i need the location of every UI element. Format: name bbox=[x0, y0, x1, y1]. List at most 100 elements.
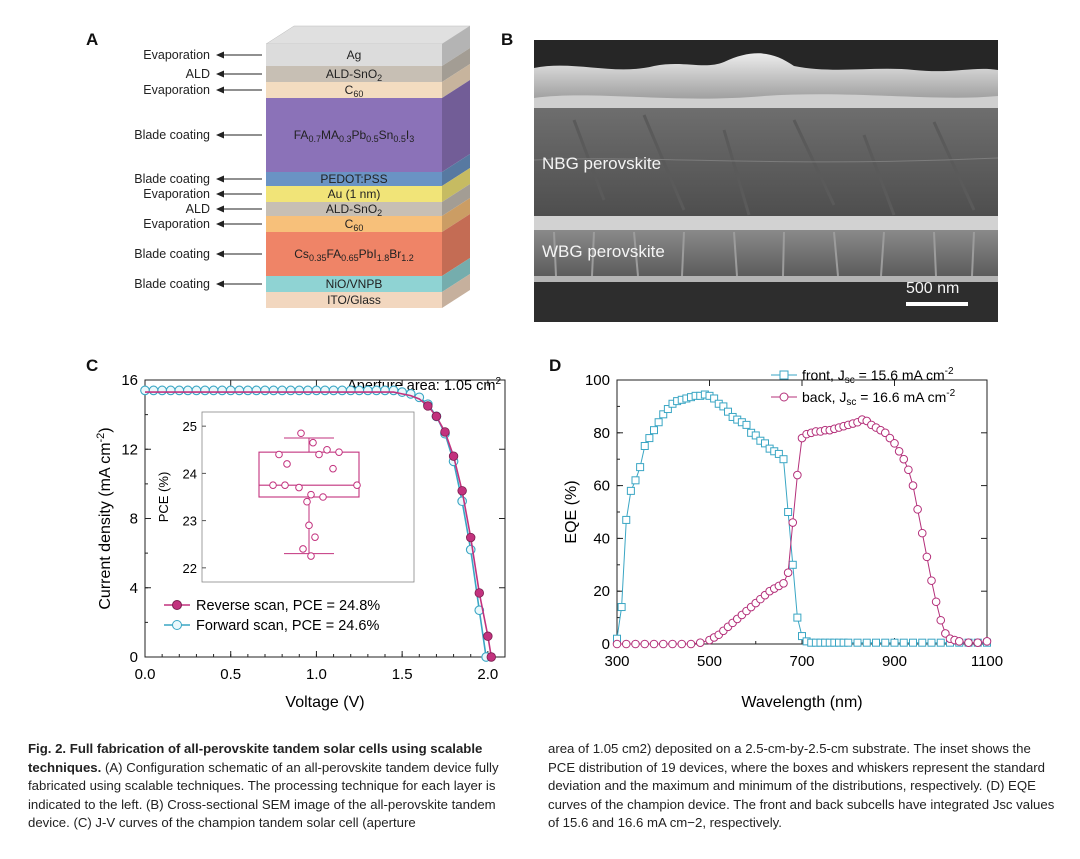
x-tick-label: 300 bbox=[604, 653, 629, 670]
inset-data-point bbox=[305, 521, 313, 530]
front-point bbox=[798, 632, 806, 641]
legend-forward-marker bbox=[172, 620, 182, 630]
back-point bbox=[880, 428, 890, 438]
front-point bbox=[631, 476, 640, 485]
inset-data-point bbox=[329, 464, 337, 473]
plot-frame bbox=[616, 379, 988, 645]
inset-y-label: PCE (%) bbox=[156, 472, 171, 523]
front-point bbox=[862, 638, 871, 647]
forward-scan-point bbox=[260, 385, 270, 396]
stack-layer-side bbox=[442, 80, 470, 172]
front-point bbox=[636, 463, 645, 472]
front-point bbox=[742, 420, 751, 429]
stack-layer-front bbox=[266, 232, 442, 276]
inset-data-point bbox=[323, 445, 331, 454]
stack-layer-label: Ag bbox=[347, 48, 362, 62]
front-point bbox=[774, 449, 783, 458]
process-arrowhead bbox=[216, 51, 224, 59]
back-point bbox=[941, 629, 950, 638]
forward-scan-point bbox=[251, 385, 262, 396]
inset-data-point bbox=[307, 490, 315, 499]
stack-layer-front bbox=[266, 202, 442, 216]
stack-layer-side bbox=[442, 168, 470, 202]
legend-front-marker bbox=[779, 370, 789, 380]
process-label: Blade coating bbox=[134, 128, 210, 142]
reverse-scan-point bbox=[486, 652, 496, 662]
forward-scan-point bbox=[371, 385, 382, 396]
inset-data-point bbox=[275, 450, 283, 459]
legend-back-label: back, Jsc = 16.6 mA cm-2 bbox=[802, 388, 956, 408]
back-point bbox=[931, 597, 941, 607]
back-point bbox=[677, 639, 687, 649]
back-point bbox=[904, 465, 913, 475]
back-point bbox=[917, 528, 927, 538]
back-point bbox=[885, 433, 895, 443]
process-label: Blade coating bbox=[134, 277, 210, 291]
front-point bbox=[872, 638, 880, 647]
back-point bbox=[631, 639, 640, 649]
forward-scan-point bbox=[345, 385, 356, 396]
front-point bbox=[881, 638, 890, 647]
y-tick-label: 100 bbox=[585, 372, 610, 389]
stack-layer-side bbox=[442, 258, 470, 292]
front-point bbox=[751, 431, 760, 440]
front-point bbox=[853, 638, 862, 647]
scale-bar bbox=[906, 302, 968, 306]
front-point bbox=[784, 508, 793, 516]
process-arrowhead bbox=[216, 280, 224, 288]
inset-data-point bbox=[309, 438, 317, 447]
back-point bbox=[927, 576, 936, 585]
front-point bbox=[844, 638, 853, 647]
process-label: Blade coating bbox=[134, 172, 210, 186]
stack-layer-front bbox=[266, 216, 442, 232]
panel-label-a: A bbox=[86, 30, 99, 49]
wbg-label: WBG perovskite bbox=[542, 242, 665, 261]
stack-layer-side bbox=[442, 154, 470, 186]
forward-scan-point bbox=[294, 385, 305, 396]
forward-scan-point bbox=[354, 385, 365, 396]
back-point bbox=[793, 470, 802, 480]
legend-front-label: front, Jsc = 15.6 mA cm-2 bbox=[802, 366, 954, 386]
front-line bbox=[616, 393, 987, 644]
inset-data-point bbox=[303, 497, 311, 506]
stack-top-face bbox=[265, 25, 471, 45]
y-tick-label: 12 bbox=[121, 441, 138, 458]
process-arrowhead bbox=[216, 131, 224, 139]
front-point bbox=[936, 638, 945, 647]
reverse-scan-point bbox=[474, 588, 484, 598]
back-point bbox=[695, 638, 705, 647]
jv-chart: 0.0 0.5 1.0 1.5 2.0 0 4 8 12 16 Voltage (V) Current… bbox=[95, 372, 506, 711]
process-label: Evaporation bbox=[143, 187, 210, 201]
stack-layer-side bbox=[442, 198, 470, 232]
x-tick-label: 1.5 bbox=[392, 666, 413, 683]
process-label: Blade coating bbox=[134, 247, 210, 261]
stack-layer-side bbox=[442, 48, 470, 82]
process-arrowhead bbox=[216, 70, 224, 78]
inset-data-point bbox=[319, 493, 327, 501]
back-point bbox=[936, 615, 946, 625]
forward-scan-point bbox=[380, 385, 390, 396]
y-axis-label: Current density (mA cm-2) bbox=[95, 427, 114, 609]
figure-caption-left: Fig. 2. Full fabrication of all-perovski… bbox=[28, 740, 528, 833]
back-point bbox=[686, 639, 696, 649]
process-arrowhead bbox=[216, 220, 224, 228]
stack-layer-front bbox=[266, 66, 442, 82]
y-tick-label: 8 bbox=[130, 511, 138, 528]
front-point bbox=[724, 407, 732, 416]
forward-scan-point bbox=[337, 385, 347, 396]
back-point bbox=[894, 446, 904, 456]
x-axis-label: Wavelength (nm) bbox=[741, 694, 862, 711]
stack-layer-label: NiO/VNPB bbox=[326, 277, 383, 291]
reverse-scan-point bbox=[440, 427, 450, 437]
back-point bbox=[973, 638, 983, 647]
front-point bbox=[650, 426, 658, 435]
back-point bbox=[668, 639, 677, 649]
process-arrowhead bbox=[216, 175, 224, 183]
back-line bbox=[617, 419, 988, 645]
stack-layer-front bbox=[266, 186, 442, 202]
forward-scan-point bbox=[328, 385, 339, 396]
forward-scan-point bbox=[320, 385, 330, 396]
inset-data-point bbox=[297, 429, 305, 438]
inset-data-point bbox=[335, 448, 343, 456]
stack-layer-side bbox=[442, 274, 470, 308]
